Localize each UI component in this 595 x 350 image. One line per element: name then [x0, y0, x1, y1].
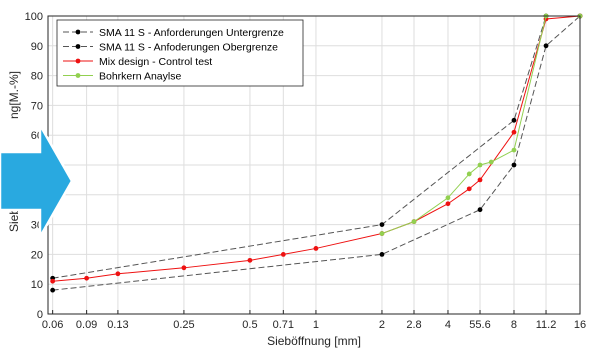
series-3-point — [50, 278, 56, 284]
legend-swatch-marker — [75, 73, 81, 78]
series-3-point — [181, 265, 187, 271]
series-3-point — [313, 246, 319, 251]
x-tick-label: 4 — [445, 319, 451, 331]
series-4-point — [379, 231, 385, 236]
series-4-point — [445, 195, 451, 201]
legend-entry-label: Bohrkern Anaylse — [99, 71, 181, 83]
legend: SMA 11 S - Anforderungen Untergrenze SMA … — [56, 19, 304, 87]
series-1-point — [543, 43, 549, 49]
series-3-point — [477, 177, 483, 183]
series-3-point — [247, 257, 253, 263]
x-tick-label: 0.09 — [76, 319, 97, 331]
x-tick-label: 2.8 — [406, 319, 421, 331]
legend-entry-label: Mix design - Control test — [99, 56, 212, 68]
x-tick-label: 0.13 — [107, 319, 128, 331]
series-1-point — [379, 252, 385, 257]
y-tick-label: 90 — [31, 41, 43, 53]
y-tick-label: 20 — [31, 249, 43, 261]
x-tick-label: 0.5 — [242, 319, 257, 331]
legend-box — [56, 19, 304, 87]
series-3-point — [280, 252, 286, 257]
x-tick-label: 0.06 — [42, 319, 63, 331]
series-2-point — [511, 117, 517, 123]
series-line-1 — [52, 15, 581, 291]
x-tick-label: 1 — [313, 319, 319, 331]
y-tick-label: 10 — [31, 279, 43, 291]
series-3-point — [511, 129, 517, 135]
y-axis-label-fragment-2: ng[M.-%] — [7, 71, 21, 119]
series-3-point — [445, 201, 451, 207]
y-tick-label: 70 — [31, 100, 43, 112]
x-tick-label: 55.6 — [469, 319, 490, 331]
y-tick-label: 80 — [31, 71, 43, 83]
x-tick-label: 0.25 — [173, 319, 194, 331]
series-2-point — [379, 222, 385, 228]
x-tick-label: 16 — [574, 319, 586, 331]
series-4-point — [511, 147, 517, 153]
series-1-point — [477, 207, 483, 213]
series-3-point — [466, 186, 472, 192]
series-1-point — [50, 287, 56, 293]
y-tick-label: 0 — [37, 309, 43, 321]
x-tick-label: 0.71 — [273, 319, 294, 331]
series-4-point — [411, 219, 417, 225]
series-3-point — [115, 271, 121, 277]
series-4-point — [466, 171, 472, 177]
legend-swatch-marker — [75, 44, 81, 49]
x-tick-label: 11.2 — [536, 319, 557, 331]
series-4-point — [488, 159, 494, 165]
x-tick-label: 8 — [511, 319, 517, 331]
x-tick-label: 2 — [379, 319, 385, 331]
legend-swatch-marker — [75, 58, 81, 64]
y-tick-label: 100 — [25, 11, 43, 23]
series-3-point — [84, 275, 90, 281]
legend-entry-label: SMA 11 S - Anfoderungen Obergrenze — [99, 42, 278, 54]
series-4-point — [477, 162, 483, 168]
legend-entry-label: SMA 11 S - Anforderungen Untergrenze — [99, 27, 284, 39]
legend-swatch-marker — [75, 29, 81, 35]
arrow-right-icon — [0, 120, 74, 242]
series-1-point — [511, 162, 517, 168]
x-axis-label: Sieböffnung [mm] — [267, 334, 361, 348]
y-axis-label-fragment-1: Sieb — [7, 208, 21, 232]
